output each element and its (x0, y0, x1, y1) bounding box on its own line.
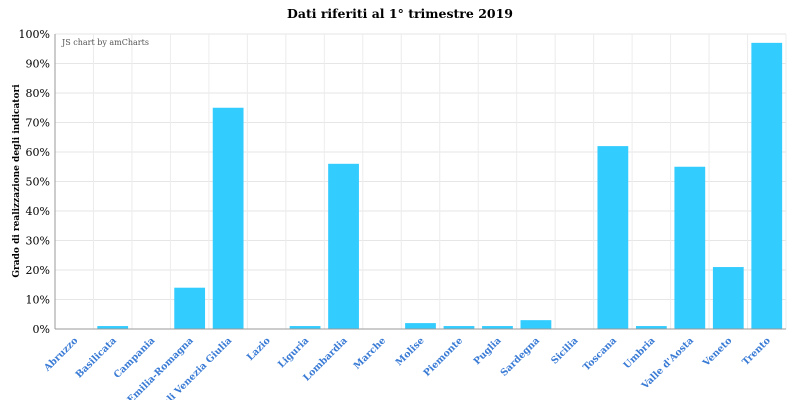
bar[interactable] (212, 107, 244, 329)
chart-credit: JS chart by amCharts (61, 38, 149, 47)
bar[interactable] (635, 326, 667, 329)
bar[interactable] (174, 287, 206, 329)
bar[interactable] (751, 42, 783, 329)
x-tick-label: Sicilia (549, 335, 580, 366)
bar[interactable] (405, 323, 436, 329)
x-tick-label: Umbria (622, 335, 658, 371)
bar[interactable] (674, 166, 706, 329)
bar[interactable] (520, 320, 552, 329)
x-tick-label: Trento (740, 335, 773, 368)
bar[interactable] (712, 267, 744, 329)
bar[interactable] (289, 326, 321, 329)
y-tick-label: 40% (26, 205, 50, 218)
x-tick-label: Piemonte (422, 335, 466, 379)
y-tick-label: 60% (26, 146, 50, 159)
y-tick-label: 70% (26, 117, 50, 130)
x-tick-label: Puglia (472, 335, 504, 367)
x-tick-label: Abruzzo (41, 335, 80, 374)
chart-title: Dati riferiti al 1° trimestre 2019 (287, 6, 513, 21)
y-axis-label: Grado di realizzazione degli indicatori (12, 84, 22, 278)
y-tick-label: 80% (26, 87, 50, 100)
bar[interactable] (443, 326, 475, 329)
bar[interactable] (597, 146, 629, 329)
bar[interactable] (97, 326, 129, 329)
x-tick-label: Molise (394, 335, 427, 368)
bar[interactable] (482, 326, 513, 329)
y-tick-label: 0% (33, 323, 50, 336)
x-tick-label: Marche (352, 335, 388, 371)
y-tick-label: 50% (26, 176, 50, 189)
bar[interactable] (328, 163, 359, 329)
x-tick-label: Veneto (700, 335, 734, 369)
bar-layer (97, 42, 783, 329)
y-tick-label: 90% (26, 58, 50, 71)
x-tick-label: Liguria (276, 335, 311, 370)
x-tick-label: Sardegna (499, 335, 542, 378)
y-tick-label: 20% (26, 264, 50, 277)
y-tick-label: 100% (19, 28, 50, 41)
y-tick-label: 10% (26, 294, 50, 307)
y-tick-label: 30% (26, 235, 50, 248)
x-tick-label: Lazio (245, 335, 273, 363)
x-tick-label: Toscana (581, 335, 619, 373)
